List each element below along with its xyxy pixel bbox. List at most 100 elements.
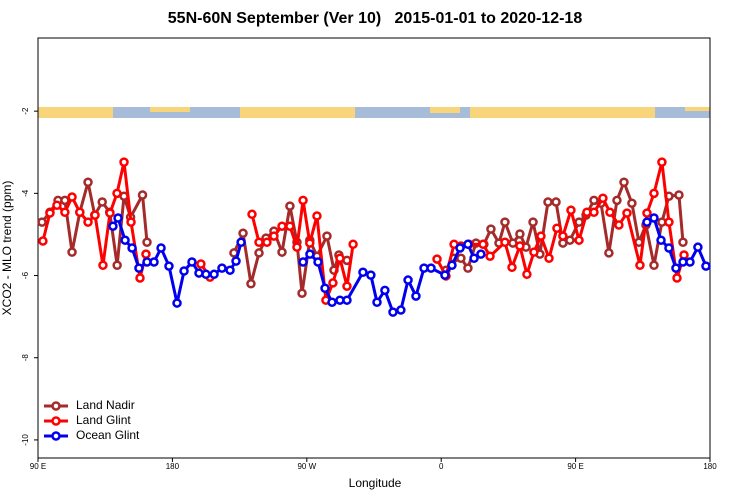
point	[137, 190, 148, 200]
land-strip	[685, 107, 710, 111]
point	[37, 217, 47, 227]
point	[254, 237, 264, 247]
point	[196, 259, 206, 269]
point	[701, 261, 711, 271]
point	[277, 247, 287, 257]
point	[135, 273, 145, 283]
point	[231, 256, 241, 266]
point	[312, 211, 322, 221]
point	[426, 263, 436, 273]
point	[327, 297, 337, 307]
point	[664, 217, 674, 227]
point	[179, 266, 189, 276]
point	[515, 241, 525, 251]
land-strip	[240, 107, 355, 118]
point	[328, 278, 338, 288]
point	[149, 257, 159, 267]
point	[672, 273, 682, 283]
point	[627, 198, 637, 208]
point	[671, 263, 681, 273]
point	[614, 220, 624, 230]
point	[141, 249, 151, 259]
point	[305, 249, 315, 259]
point	[528, 217, 538, 227]
point	[285, 201, 295, 211]
point	[38, 236, 48, 246]
point	[335, 253, 345, 264]
x-tick-label: 180	[166, 462, 180, 471]
point	[664, 243, 674, 253]
point	[507, 262, 517, 273]
point	[566, 205, 576, 215]
ocean-strip	[38, 107, 710, 118]
point	[67, 247, 77, 257]
point	[403, 275, 413, 285]
x-tick-label: 90 W	[297, 462, 316, 471]
plot-frame	[37, 37, 711, 459]
point	[500, 237, 510, 247]
point	[348, 239, 358, 250]
y-tick-label: -10	[21, 434, 30, 446]
point	[120, 235, 130, 245]
point	[142, 237, 152, 247]
point	[469, 253, 479, 264]
x-tick-label: 0	[439, 462, 444, 471]
point	[83, 217, 93, 227]
point	[543, 197, 553, 207]
land-strip	[150, 107, 190, 112]
point	[635, 260, 645, 271]
point	[187, 257, 197, 267]
point	[605, 207, 615, 217]
point	[209, 269, 219, 280]
point	[285, 221, 295, 231]
point	[674, 190, 684, 200]
point	[432, 254, 442, 264]
point	[262, 237, 272, 247]
point	[127, 243, 137, 253]
point	[529, 247, 539, 257]
point	[134, 263, 144, 273]
point	[320, 283, 330, 294]
legend-label: Land Glint	[76, 413, 131, 427]
point	[156, 243, 166, 253]
point	[574, 217, 584, 227]
point	[388, 307, 398, 317]
point	[52, 200, 62, 211]
point	[612, 195, 622, 206]
point	[60, 195, 70, 206]
point	[657, 157, 667, 167]
point	[372, 297, 382, 307]
point	[552, 223, 562, 234]
point	[217, 263, 227, 273]
map-strip	[38, 107, 710, 118]
point	[649, 188, 659, 199]
point	[589, 207, 599, 217]
point	[236, 237, 246, 247]
legend-label: Ocean Glint	[76, 428, 140, 442]
point	[456, 253, 466, 264]
point	[536, 231, 546, 241]
point	[619, 177, 629, 187]
point	[97, 197, 107, 207]
point	[574, 235, 584, 245]
point	[292, 242, 302, 252]
point	[113, 213, 123, 223]
point	[463, 239, 473, 250]
point	[119, 157, 129, 167]
point	[455, 243, 465, 253]
point	[164, 261, 174, 271]
point	[642, 208, 652, 218]
y-tick-label: -4	[21, 189, 30, 197]
point	[277, 221, 287, 231]
point	[254, 248, 264, 258]
point	[342, 295, 352, 305]
point	[305, 238, 315, 248]
point	[322, 231, 332, 241]
point	[649, 213, 659, 223]
point	[60, 207, 70, 217]
point	[515, 229, 525, 239]
legend-marker	[51, 401, 61, 411]
point	[522, 269, 532, 280]
point	[565, 235, 575, 245]
